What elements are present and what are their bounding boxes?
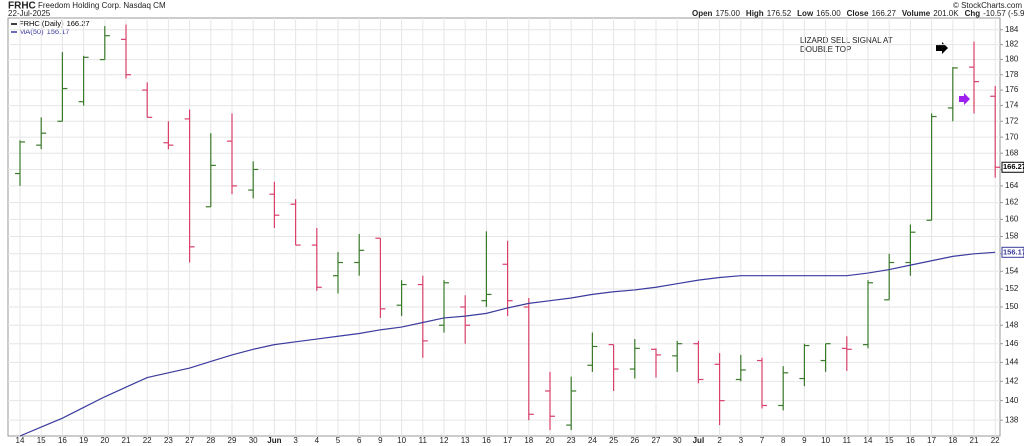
quote-label: High: [746, 9, 764, 18]
x-tick-label: 3: [293, 436, 298, 445]
quote: Open 175.00 High 176.52 Low 165.00 Close 166.27…: [692, 9, 1024, 18]
x-tick-label: 17: [503, 436, 512, 445]
y-tick-label: 150: [1005, 302, 1019, 311]
y-tick-label: 184: [1005, 25, 1019, 34]
x-tick-label: 14: [16, 436, 25, 445]
x-tick-label: 26: [630, 436, 639, 445]
arrow: [959, 93, 970, 105]
ma-line: [19, 251, 996, 437]
y-tick-label: 176: [1005, 85, 1019, 94]
quote-value: 165.00: [816, 9, 841, 18]
x-tick-label: 7: [760, 436, 765, 445]
y-tick-label: 182: [1005, 40, 1019, 49]
x-tick-label: 30: [249, 436, 258, 445]
quote-label: Close: [847, 9, 869, 18]
y-tick-label: 152: [1005, 284, 1019, 293]
x-tick-label: Jun: [267, 436, 281, 445]
x-tick-label: 23: [164, 436, 173, 445]
y-tick-label: 172: [1005, 116, 1019, 125]
x-tick-label: 9: [378, 436, 383, 445]
y-tick-label: 162: [1005, 198, 1019, 207]
x-tick-label: 24: [588, 436, 597, 445]
y-tick-label: 148: [1005, 320, 1019, 329]
x-tick-label: 18: [948, 436, 957, 445]
x-tick-label: 29: [228, 436, 237, 445]
x-tick-label: 21: [122, 436, 131, 445]
y-tick-label: 168: [1005, 148, 1019, 157]
y-tick-label: 140: [1005, 396, 1019, 405]
quote-label: Volume: [902, 9, 931, 18]
x-tick-label: 23: [567, 436, 576, 445]
quote-label: Low: [797, 9, 814, 18]
legend-value: 166.27: [67, 19, 90, 28]
last-value-box: [1001, 161, 1024, 173]
x-tick-label: 27: [652, 436, 661, 445]
y-tick-label: 154: [1005, 266, 1019, 275]
last-value-box: [1001, 246, 1024, 258]
y-tick-label: 142: [1005, 377, 1019, 386]
date: 22-Jul-2025: [8, 9, 51, 18]
x-tick-label: 8: [781, 436, 786, 445]
arrow: [936, 42, 948, 54]
x-tick-label: 4: [315, 436, 320, 445]
x-tick-label: 15: [37, 436, 46, 445]
quote-value: -10.57 (-5.98%): [983, 9, 1024, 18]
y-tick-label: 144: [1005, 358, 1019, 367]
quote-label: Chg: [965, 9, 981, 18]
x-tick-label: 16: [906, 436, 915, 445]
x-tick-label: 2: [717, 436, 722, 445]
quote-value: 201.0K: [933, 9, 959, 18]
x-tick-label: 11: [843, 436, 852, 445]
plot-frame: [7, 17, 1001, 437]
credit: © StockCharts.com: [953, 1, 1022, 10]
quote-value: 166.27: [871, 9, 896, 18]
x-tick-label: 9: [802, 436, 807, 445]
y-tick-label: 158: [1005, 232, 1019, 241]
x-tick-label: 20: [100, 436, 109, 445]
x-tick-label: 10: [821, 436, 830, 445]
y-tick-label: 138: [1005, 415, 1019, 424]
x-tick-label: 14: [864, 436, 873, 445]
x-tick-label: 3: [739, 436, 744, 445]
x-tick-label: 20: [546, 436, 555, 445]
y-tick-label: 178: [1005, 70, 1019, 79]
x-tick-label: 10: [397, 436, 406, 445]
x-tick-label: 18: [524, 436, 533, 445]
quote-value: 175.00: [715, 9, 740, 18]
x-tick-label: 15: [885, 436, 894, 445]
x-tick-label: 30: [673, 436, 682, 445]
x-tick-label: 21: [970, 436, 979, 445]
x-tick-label: 22: [143, 436, 152, 445]
x-tick-label: 22: [991, 436, 1000, 445]
last-value-label: 156.17: [1003, 247, 1024, 256]
x-tick-label: 16: [58, 436, 67, 445]
x-tick-label: 27: [185, 436, 194, 445]
x-tick-label: 6: [357, 436, 362, 445]
x-tick-label: 28: [206, 436, 215, 445]
x-tick-label: 16: [482, 436, 491, 445]
symbol: FRHC: [8, 1, 36, 12]
legend-value: 156.17: [47, 27, 70, 36]
last-value-label: 166.27: [1003, 162, 1024, 171]
y-tick-label: 174: [1005, 101, 1019, 110]
y-tick-label: 146: [1005, 339, 1019, 348]
x-tick-label: 12: [440, 436, 449, 445]
x-tick-label: 5: [336, 436, 341, 445]
y-tick-label: 160: [1005, 215, 1019, 224]
x-tick-label: 11: [419, 436, 428, 445]
x-tick-label: 13: [461, 436, 470, 445]
quote-value: 176.52: [767, 9, 792, 18]
y-tick-label: 180: [1005, 55, 1019, 64]
x-tick-label: 17: [927, 436, 936, 445]
legend-label: MA(50): [19, 27, 44, 36]
x-tick-label: 25: [609, 436, 618, 445]
y-tick-label: 164: [1005, 181, 1019, 190]
chart-title: Freedom Holding Corp. Nasdaq CM: [38, 1, 166, 10]
quote-label: Open: [692, 9, 713, 18]
y-tick-label: 170: [1005, 132, 1019, 141]
x-tick-label: Jul: [693, 436, 705, 445]
x-tick-label: 19: [79, 436, 88, 445]
